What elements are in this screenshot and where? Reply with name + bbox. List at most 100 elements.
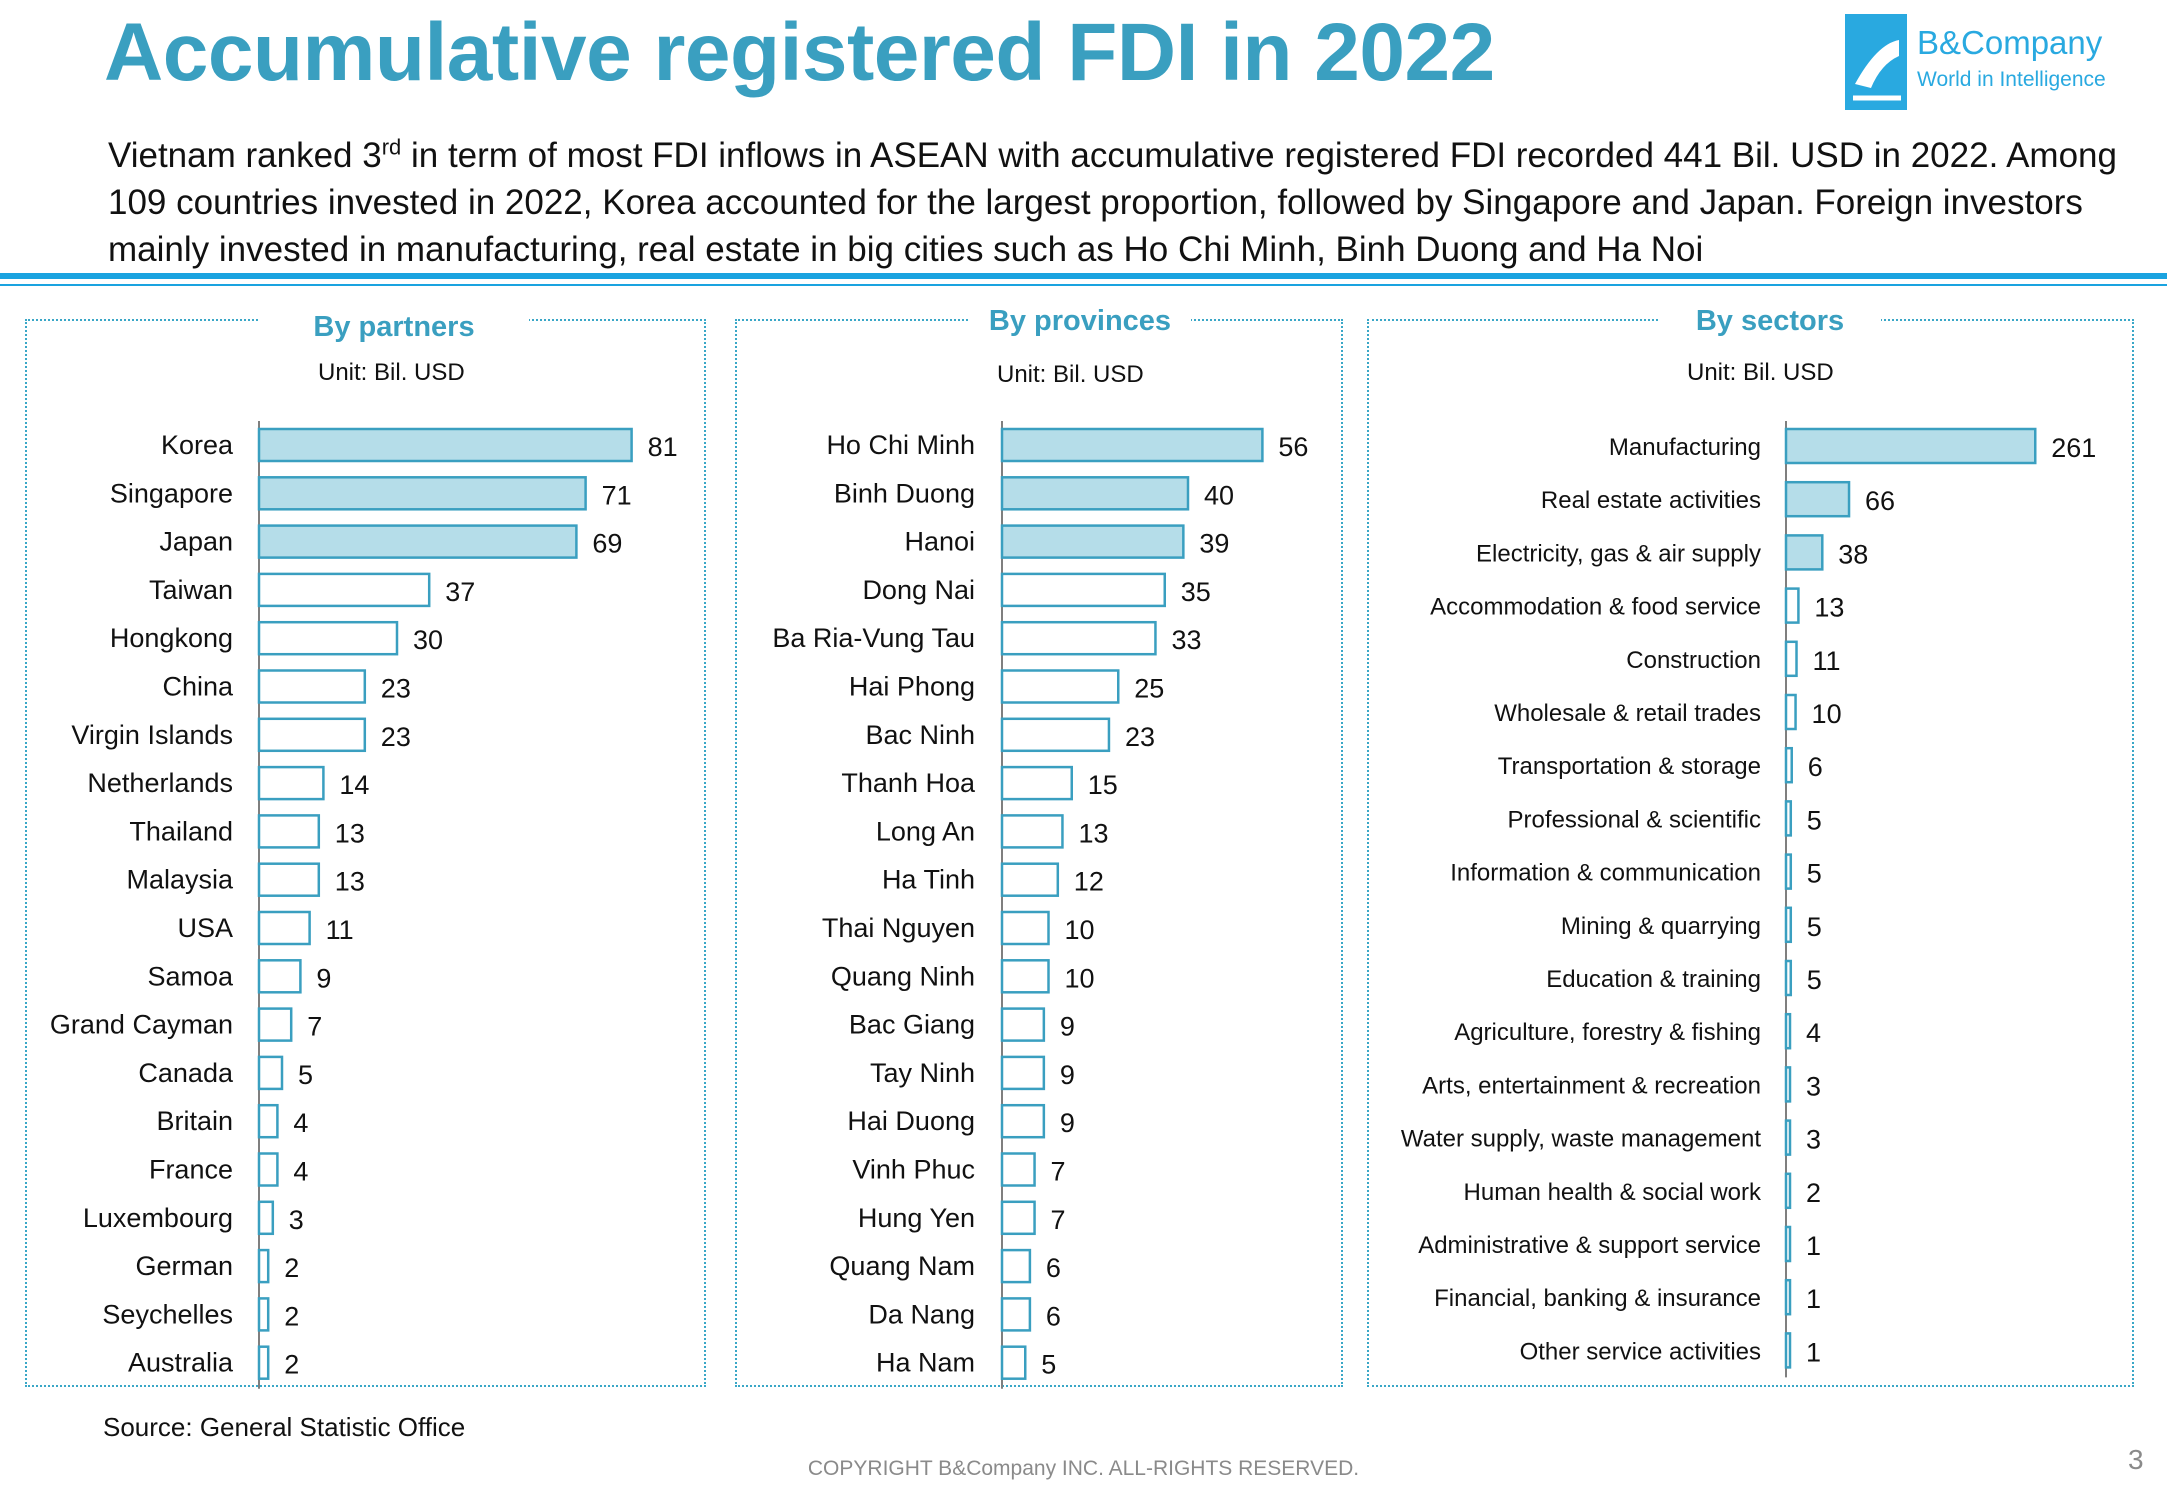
partners-value-label: 37 [445,577,475,607]
partners-panel: By partners Unit: Bil. USD [25,303,706,1387]
partners-bar [257,1248,270,1284]
sectors-bar [1784,640,1798,678]
sectors-bar [1784,906,1793,944]
provinces-category-label: Bac Ninh [865,720,975,750]
sectors-value-label: 38 [1838,539,1868,569]
provinces-category-label: Ha Tinh [882,865,975,895]
partners-category-label: Netherlands [87,768,233,798]
sectors-category-label: Water supply, waste management [1401,1126,1761,1153]
sectors-bar [1784,534,1824,571]
partners-bar [257,959,302,994]
provinces-bar [1000,572,1166,608]
partners-value-label: 5 [298,1060,313,1090]
provinces-category-label: Ha Nam [876,1348,975,1378]
provinces-value-label: 6 [1046,1301,1061,1331]
partners-value-label: 69 [592,529,622,559]
provinces-category-label: Quang Ninh [831,961,975,991]
sectors-value-label: 1 [1806,1337,1821,1367]
partners-category-label: Seychelles [102,1299,233,1329]
provinces-bar [1000,524,1185,559]
provinces-value-label: 9 [1060,1060,1075,1090]
provinces-bar [1000,814,1064,849]
partners-value-label: 7 [307,1012,322,1042]
partners-bar [257,1200,275,1236]
provinces-value-label: 13 [1078,818,1108,848]
b-company-logo-icon [1845,14,1907,110]
summary-text: Vietnam ranked 3rd in term of most FDI i… [108,134,2117,269]
provinces-bar [1000,765,1073,801]
provinces-category-label: Hai Phong [849,672,975,702]
provinces-value-label: 39 [1199,529,1229,559]
partners-value-label: 23 [381,674,411,704]
provinces-bar [1000,427,1264,463]
sectors-panel: By sectors Unit: Bil. USD [1367,297,2134,1387]
provinces-bar [1000,1103,1046,1139]
sectors-bar [1784,693,1797,731]
partners-category-label: Singapore [110,478,233,508]
provinces-category-label: Quang Nam [829,1251,975,1281]
provinces-category-label: Ho Chi Minh [826,430,975,460]
sectors-value-label: 13 [1814,593,1844,623]
sectors-category-label: Administrative & support service [1418,1232,1761,1259]
partners-value-label: 13 [335,818,365,848]
provinces-value-label: 12 [1074,867,1104,897]
sectors-bar [1784,1225,1792,1263]
sectors-category-label: Real estate activities [1541,487,1761,514]
sectors-value-label: 5 [1807,912,1822,942]
page-title: Accumulative registered FDI in 2022 [104,7,1495,98]
sectors-bar [1784,853,1793,890]
provinces-category-label: Vinh Phuc [852,1155,975,1185]
provinces-category-label: Tay Ninh [870,1058,975,1088]
sectors-unit: Unit: Bil. USD [1687,359,1834,386]
sectors-value-label: 261 [2051,433,2096,463]
provinces-value-label: 9 [1060,1012,1075,1042]
provinces-value-label: 7 [1051,1157,1066,1187]
sectors-bar [1784,746,1793,784]
provinces-bar [1000,1200,1036,1236]
partners-bar [257,427,633,463]
sectors-bar [1784,959,1793,997]
partners-category-label: Canada [138,1058,234,1088]
partners-category-label: Korea [161,430,234,460]
provinces-category-label: Hung Yen [858,1203,975,1233]
provinces-category-label: Dong Nai [862,575,975,605]
provinces-bar [1000,1007,1046,1042]
sectors-category-label: Information & communication [1450,860,1761,887]
provinces-category-label: Thai Nguyen [822,913,975,943]
partners-bar [257,669,367,704]
sectors-category-label: Human health & social work [1464,1179,1762,1206]
provinces-bar [1000,476,1190,511]
provinces-value-label: 15 [1088,770,1118,800]
sectors-category-label: Other service activities [1520,1338,1761,1365]
sectors-bar [1784,1012,1792,1050]
provinces-bar [1000,862,1060,897]
header-rule-thin [0,284,2167,286]
partners-bar [257,1152,279,1187]
sectors-category-label: Education & training [1546,966,1761,993]
partners-bar [257,1297,270,1332]
sectors-value-label: 10 [1812,699,1842,729]
partners-value-label: 81 [648,432,678,462]
provinces-bar [1000,1345,1027,1380]
sectors-category-label: Accommodation & food service [1430,594,1761,621]
provinces-value-label: 56 [1278,432,1308,462]
sectors-value-label: 5 [1807,859,1822,889]
partners-category-label: Malaysia [126,865,234,895]
partners-category-label: Virgin Islands [71,720,233,750]
provinces-value-label: 25 [1134,674,1164,704]
sectors-value-label: 5 [1807,965,1822,995]
sectors-category-label: Financial, banking & insurance [1434,1285,1761,1312]
logo-name: B&Company [1917,24,2103,61]
sectors-category-label: Construction [1626,647,1761,674]
provinces-category-label: Long An [876,816,975,846]
sectors-value-label: 1 [1806,1231,1821,1261]
partners-value-label: 13 [335,867,365,897]
partners-category-label: Thailand [129,816,233,846]
partners-value-label: 4 [293,1157,308,1187]
partners-value-label: 14 [339,770,369,800]
sectors-bar [1784,427,2037,465]
provinces-bar [1000,1297,1032,1332]
sectors-value-label: 4 [1806,1018,1821,1048]
partners-category-label: Australia [128,1348,234,1378]
